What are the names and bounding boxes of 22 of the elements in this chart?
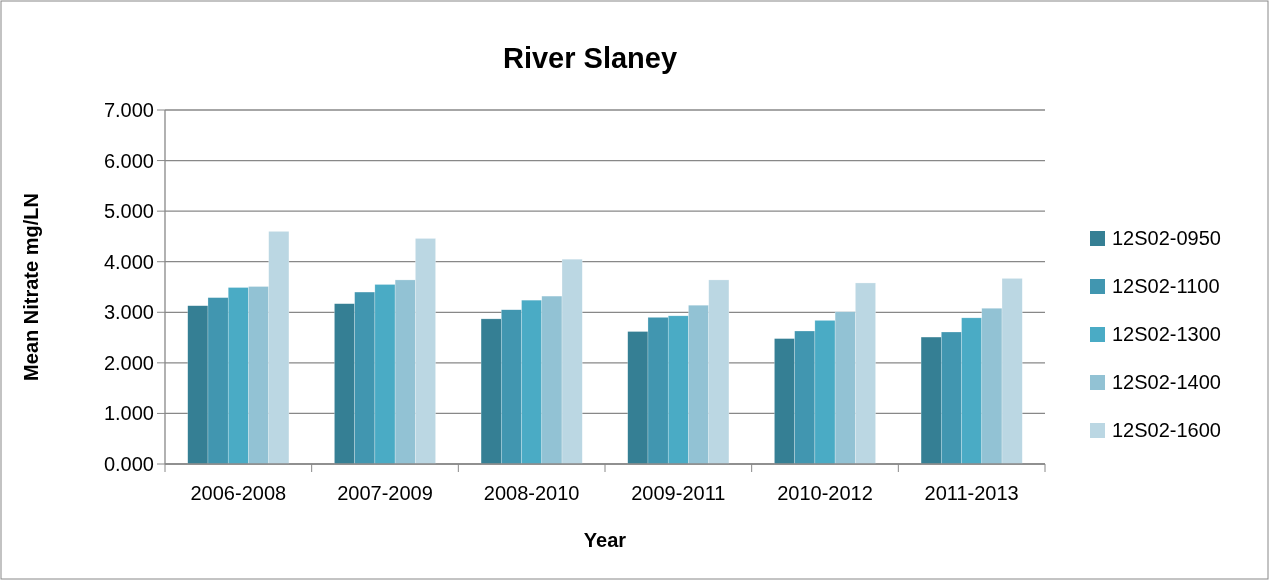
y-tick-label: 3.000: [103, 301, 154, 324]
y-tick-label: 1.000: [103, 402, 154, 425]
x-tick-label: 2007-2009: [337, 482, 433, 504]
y-tick-label: 2.000: [103, 351, 154, 374]
x-tick-label: 2008-2010: [483, 482, 580, 504]
y-tick-label: 4.000: [103, 250, 154, 273]
x-tick-label: 2010-2012: [777, 482, 873, 504]
y-axis-title: Mean Nitrate mg/LN: [20, 193, 42, 381]
x-tick-label: 2009-2011: [631, 482, 726, 504]
chart-title: River Slaney: [502, 42, 678, 74]
x-tick-label: 2011-2013: [924, 482, 1019, 504]
y-tick-label: 5.000: [103, 200, 154, 223]
y-tick-label: 6.000: [103, 149, 154, 172]
y-tick-label: 0.000: [103, 453, 154, 475]
x-axis-title: Year: [583, 529, 627, 551]
y-tick-label: 7.000: [103, 99, 154, 121]
legend-label: 12S02-1300: [1112, 323, 1221, 345]
legend-label: 12S02-1100: [1112, 275, 1220, 297]
legend-label: 12S02-1600: [1112, 419, 1221, 441]
x-tick-label: 2006-2008: [190, 482, 287, 504]
legend-label: 12S02-1400: [1112, 371, 1221, 393]
legend-label: 12S02-0950: [1112, 227, 1221, 249]
